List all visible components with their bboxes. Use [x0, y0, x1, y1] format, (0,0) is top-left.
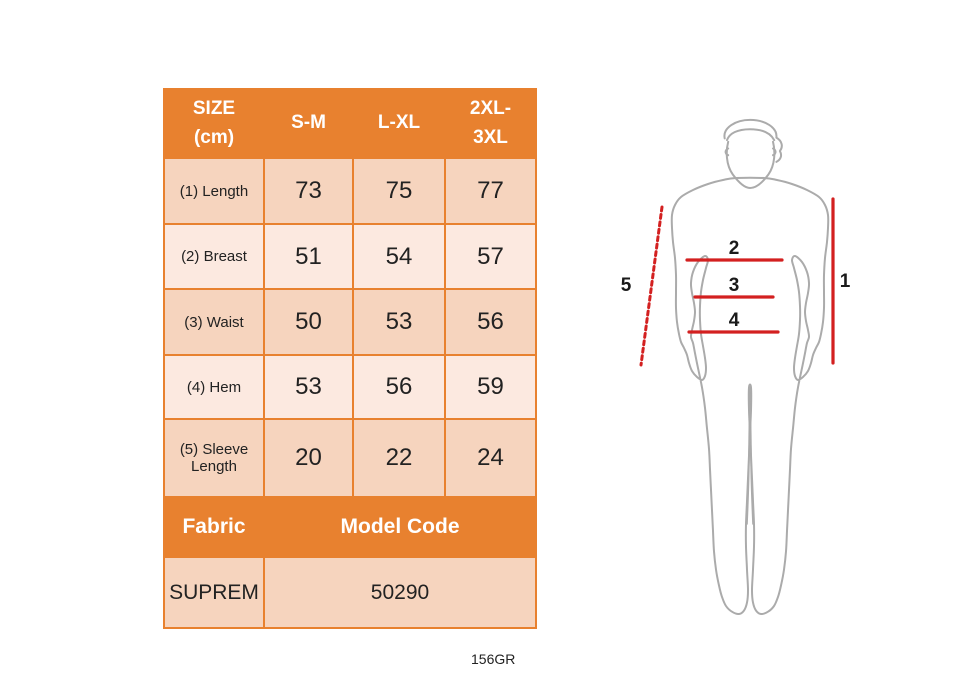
svg-text:4: 4 — [729, 310, 740, 331]
svg-text:2: 2 — [729, 238, 740, 259]
svg-text:3: 3 — [729, 275, 740, 296]
svg-text:5: 5 — [621, 275, 632, 296]
svg-text:1: 1 — [840, 271, 851, 292]
